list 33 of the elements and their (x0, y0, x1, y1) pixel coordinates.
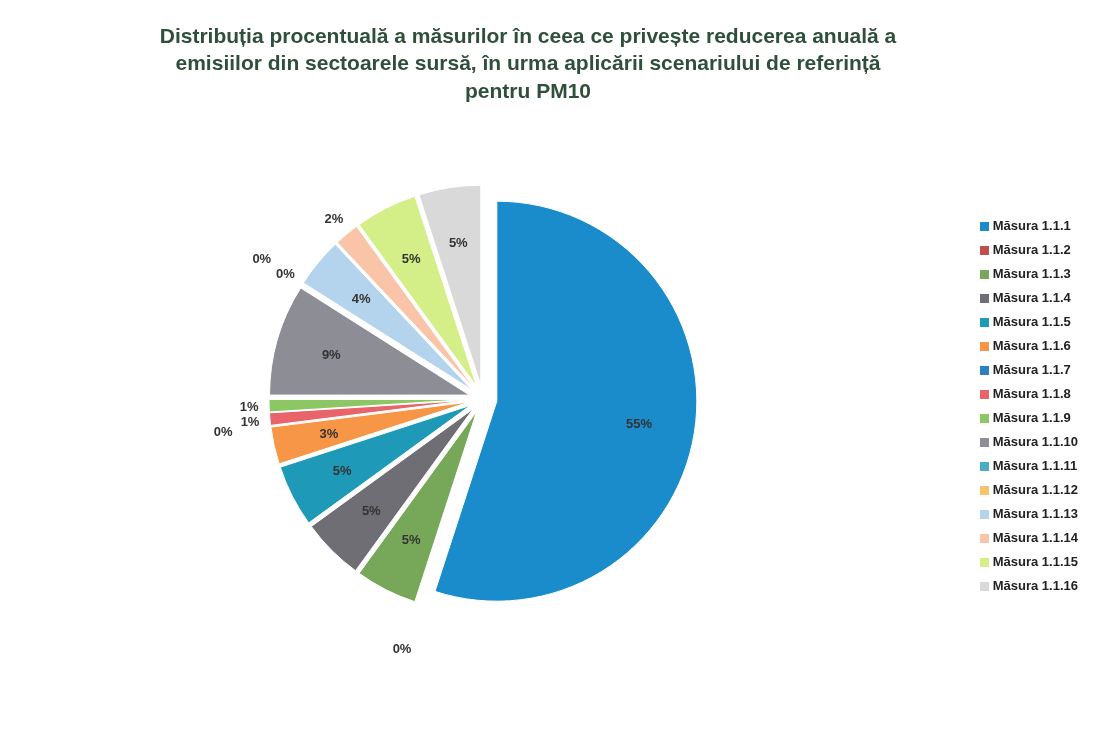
data-label: 5% (332, 463, 353, 479)
legend-label: Măsura 1.1.4 (992, 290, 1071, 306)
data-label: 9% (321, 347, 342, 363)
legend-label: Măsura 1.1.14 (992, 530, 1078, 546)
data-label: 55% (626, 416, 653, 432)
legend-label: Măsura 1.1.11 (992, 458, 1078, 474)
legend-label: Măsura 1.1.7 (992, 362, 1071, 378)
legend-label: Măsura 1.1.13 (992, 506, 1078, 522)
chart-title: Distribuția procentuală a măsurilor în ceea ce privește reducerea anuală a emisiilor din sectoarele sursă, în urma aplicării scenariului de referință pentru PM10 (158, 23, 898, 104)
legend-label: Măsura 1.1.8 (992, 386, 1071, 402)
legend-label: Măsura 1.1.15 (992, 554, 1078, 570)
legend-label: Măsura 1.1.6 (992, 338, 1071, 354)
text: 0% (392, 640, 412, 656)
data-label: 5% (361, 503, 382, 519)
data-label: 1% (239, 398, 259, 414)
legend-label: Măsura 1.1.12 (992, 482, 1078, 498)
data-label: 5% (448, 235, 469, 251)
data-label: 5% (401, 532, 422, 548)
data-label: 1% (240, 413, 260, 429)
text: 0% (252, 251, 272, 266)
legend-label: Măsura 1.1.2 (992, 242, 1071, 258)
legend-label: Măsura 1.1.3 (992, 266, 1071, 282)
legend-label: Măsura 1.1.16 (992, 578, 1078, 594)
text: 0% (276, 266, 295, 282)
legend-label: Măsura 1.1.10 (992, 434, 1078, 450)
legend-label: Măsura 1.1.9 (992, 410, 1071, 426)
legend-label: Măsura 1.1.5 (992, 314, 1071, 330)
data-label: 3% (319, 425, 339, 441)
data-label: 4% (351, 290, 372, 306)
legend-label: Măsura 1.1.1 (992, 218, 1071, 234)
data-label: 5% (401, 250, 422, 266)
data-label: 2% (324, 211, 344, 227)
text: 0% (213, 424, 233, 440)
